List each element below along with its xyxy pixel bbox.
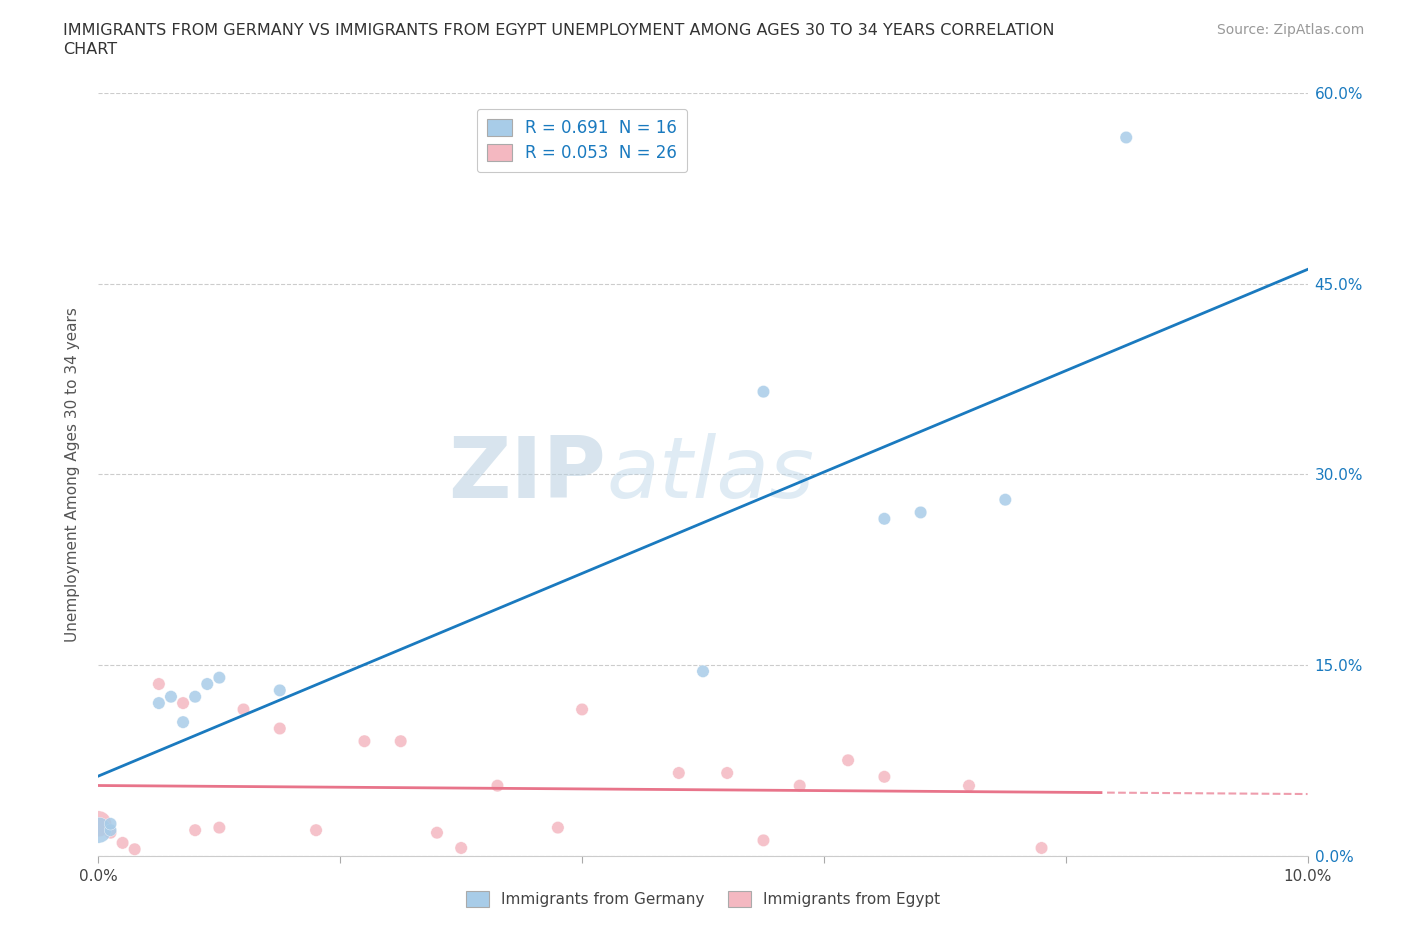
Point xyxy=(1031,841,1053,856)
Point xyxy=(195,677,218,692)
Point xyxy=(789,778,811,793)
Y-axis label: Unemployment Among Ages 30 to 34 years: Unemployment Among Ages 30 to 34 years xyxy=(65,307,80,642)
Point xyxy=(957,778,980,793)
Point xyxy=(100,825,122,840)
Point xyxy=(111,835,134,850)
Point xyxy=(184,823,207,838)
Point xyxy=(148,696,170,711)
Point xyxy=(160,689,183,704)
Text: ZIP: ZIP xyxy=(449,432,606,516)
Point xyxy=(172,696,194,711)
Point xyxy=(124,842,146,857)
Point xyxy=(269,721,291,736)
Point xyxy=(100,823,122,838)
Point xyxy=(873,512,896,526)
Point xyxy=(389,734,412,749)
Point xyxy=(873,769,896,784)
Point xyxy=(837,753,859,768)
Point xyxy=(1115,130,1137,145)
Point xyxy=(208,671,231,685)
Point xyxy=(752,833,775,848)
Point xyxy=(486,778,509,793)
Text: Source: ZipAtlas.com: Source: ZipAtlas.com xyxy=(1216,23,1364,37)
Point xyxy=(87,817,110,831)
Point xyxy=(87,823,110,838)
Legend: Immigrants from Germany, Immigrants from Egypt: Immigrants from Germany, Immigrants from… xyxy=(460,884,946,913)
Point xyxy=(184,689,207,704)
Text: CHART: CHART xyxy=(63,42,117,57)
Point xyxy=(692,664,714,679)
Point xyxy=(994,492,1017,507)
Point xyxy=(305,823,328,838)
Text: atlas: atlas xyxy=(606,432,814,516)
Legend: R = 0.691  N = 16, R = 0.053  N = 26: R = 0.691 N = 16, R = 0.053 N = 26 xyxy=(477,109,688,172)
Point xyxy=(269,683,291,698)
Point xyxy=(547,820,569,835)
Text: IMMIGRANTS FROM GERMANY VS IMMIGRANTS FROM EGYPT UNEMPLOYMENT AMONG AGES 30 TO 3: IMMIGRANTS FROM GERMANY VS IMMIGRANTS FR… xyxy=(63,23,1054,38)
Point xyxy=(752,384,775,399)
Point xyxy=(232,702,254,717)
Point xyxy=(100,817,122,831)
Point xyxy=(426,825,449,840)
Point xyxy=(148,677,170,692)
Point xyxy=(716,765,738,780)
Point xyxy=(208,820,231,835)
Point xyxy=(571,702,593,717)
Point xyxy=(668,765,690,780)
Point xyxy=(910,505,932,520)
Point xyxy=(353,734,375,749)
Point xyxy=(172,715,194,730)
Point xyxy=(450,841,472,856)
